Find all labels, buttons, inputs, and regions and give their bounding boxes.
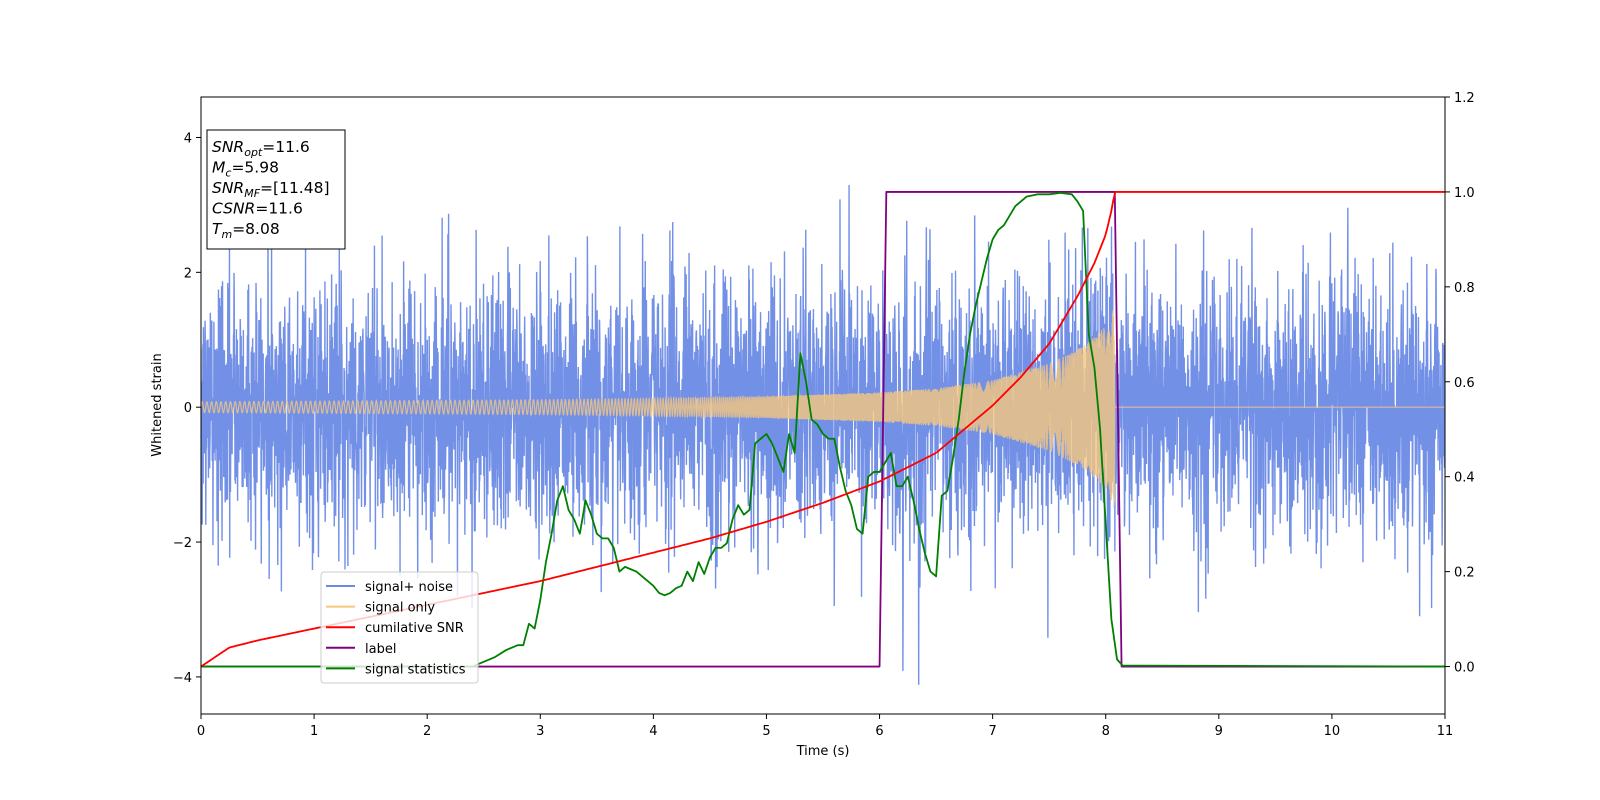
signal-statistics-line [201, 191, 1445, 668]
x-axis-label: Time (s) [796, 744, 850, 759]
right-y-tick-label: 0.4 [1454, 471, 1475, 486]
left-y-tick-label: −4 [173, 671, 192, 686]
x-tick-label: 5 [762, 724, 770, 739]
left-y-tick-label: 4 [184, 131, 192, 146]
signal-only-line [201, 310, 1445, 507]
x-tick-label: 1 [310, 724, 318, 739]
legend-frame [320, 571, 479, 684]
signal-noise-line [201, 185, 1445, 685]
legend-label: label [365, 642, 396, 657]
x-tick-label: 7 [988, 724, 996, 739]
annotation-line: Mc=5.98 [212, 159, 279, 180]
x-tick-label: 10 [1324, 724, 1341, 739]
x-tick-label: 11 [1437, 724, 1454, 739]
annotation-line: SNRMF=[11.48] [212, 179, 330, 200]
y-axis-label: Whitened strain [150, 353, 165, 456]
left-y-tick-label: 0 [184, 401, 192, 416]
annotation-lines: SNRopt=11.6Mc=5.98SNRMF=[11.48]CSNR=11.6… [212, 138, 330, 241]
annotation-symbol: SNR [212, 179, 244, 197]
legend-label: signal statistics [365, 662, 466, 677]
annotation-symbol: T [212, 220, 223, 238]
legend: signal+ noise signal only cumilative SNR la… [320, 571, 479, 684]
legend-label: signal only [365, 601, 435, 616]
x-axis-ticks: 0 1 2 3 4 5 6 7 8 9 10 11 [197, 714, 1453, 739]
annotation-value: =11.6 [262, 138, 310, 156]
annotation-value: =[11.48] [260, 179, 329, 197]
right-y-axis-ticks: 0.0 0.2 0.4 0.6 0.8 1.0 1.2 [1445, 91, 1475, 676]
x-tick-label: 3 [536, 724, 544, 739]
annotation-value: =11.6 [255, 200, 303, 218]
annotation-symbol: M [212, 159, 225, 177]
right-y-tick-label: 0.6 [1454, 376, 1475, 391]
legend-items: signal+ noise signal only cumilative SNR la… [326, 580, 466, 677]
annotation-value: =8.08 [232, 220, 280, 238]
left-y-axis-ticks: −4 −2 0 2 4 [173, 131, 201, 686]
right-y-tick-label: 0.8 [1454, 281, 1475, 296]
x-tick-label: 6 [875, 724, 883, 739]
annotation-symbol: SNR [212, 138, 244, 156]
annotation-symbol: CSNR [212, 200, 255, 218]
annotation-subscript: MF [244, 187, 260, 200]
legend-label: signal+ noise [365, 580, 453, 595]
x-tick-label: 4 [649, 724, 657, 739]
left-y-tick-label: −2 [173, 536, 192, 551]
right-y-tick-label: 1.2 [1454, 91, 1475, 106]
right-y-tick-label: 0.0 [1454, 661, 1475, 676]
annotation-subscript: m [221, 228, 232, 241]
annotation-frame [206, 129, 346, 250]
annotation-subscript: c [225, 167, 231, 180]
right-y-tick-label: 0.2 [1454, 566, 1475, 581]
annotation-line: CSNR=11.6 [212, 200, 303, 218]
plot-frame [200, 96, 1446, 715]
x-tick-label: 0 [197, 724, 205, 739]
left-y-tick-label: 2 [184, 266, 192, 281]
x-tick-label: 2 [423, 724, 431, 739]
x-tick-label: 8 [1102, 724, 1110, 739]
annotation-line: Tm=8.08 [212, 220, 280, 241]
x-tick-label: 9 [1215, 724, 1223, 739]
annotation-box: SNRopt=11.6Mc=5.98SNRMF=[11.48]CSNR=11.6… [206, 129, 346, 250]
annotation-line: SNRopt=11.6 [212, 138, 310, 159]
annotation-value: =5.98 [231, 159, 279, 177]
legend-label: cumilative SNR [365, 621, 464, 636]
annotation-subscript: opt [244, 146, 263, 159]
right-y-tick-label: 1.0 [1454, 186, 1475, 201]
